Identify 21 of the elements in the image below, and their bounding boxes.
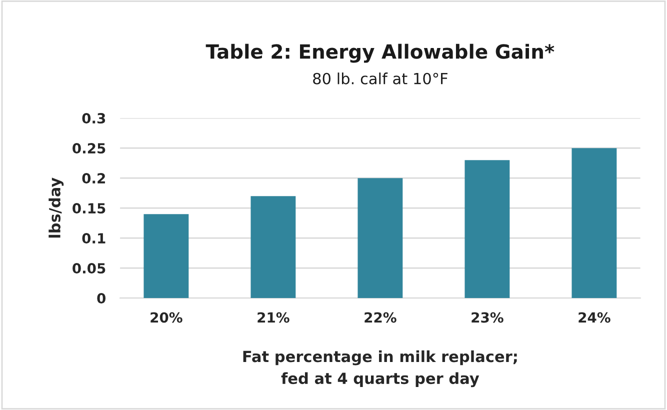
y-tick-label: 0.15	[72, 203, 106, 214]
x-tick-label: 20%	[150, 312, 182, 323]
x-tick-label: 21%	[258, 312, 290, 323]
bar	[250, 196, 296, 298]
chart-subtitle: 80 lb. calf at 10°F	[313, 72, 448, 84]
x-axis-title: Fat percentage in milk replacer; fed at 4 quarts per day	[243, 350, 517, 388]
chart-title: Table 2: Energy Allowable Gain*	[206, 44, 554, 63]
y-tick-label: 0.25	[72, 143, 106, 154]
y-tick-label: 0.1	[82, 233, 106, 244]
bar	[572, 148, 617, 298]
y-tick-label: 0.2	[82, 173, 105, 184]
y-tick-label: 0.05	[72, 263, 106, 274]
y-axis-title: lbs/day	[48, 178, 64, 238]
x-tick-label: 22%	[364, 312, 396, 323]
x-tick-label: 24%	[578, 312, 610, 323]
y-tick-label: 0.3	[82, 113, 106, 124]
y-tick-label: 0	[97, 293, 106, 304]
bar	[144, 214, 189, 298]
bar	[358, 178, 403, 298]
bar	[464, 160, 510, 298]
x-tick-label: 23%	[472, 312, 504, 323]
